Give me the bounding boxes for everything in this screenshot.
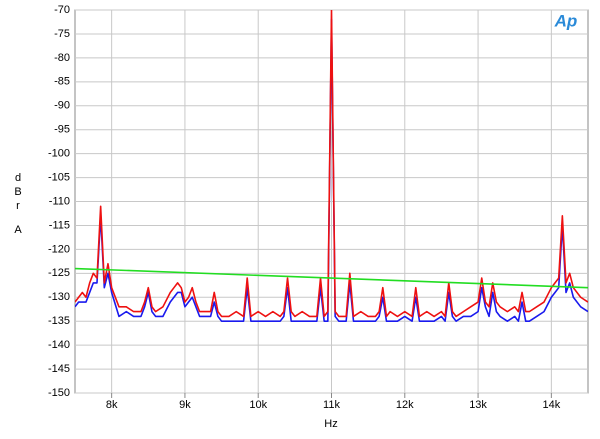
series-line: [75, 267, 588, 289]
y-tick-label: -75: [54, 28, 70, 40]
y-tick-label: -70: [54, 4, 70, 16]
y-tick-label: -130: [48, 291, 70, 303]
y-tick-label: -95: [54, 124, 70, 136]
y-tick-label: -145: [48, 363, 70, 375]
x-tick-label: 10k: [249, 399, 267, 411]
x-tick-label: 13k: [469, 399, 487, 411]
series-line: [75, 10, 588, 318]
x-tick-label: 8k: [106, 399, 118, 411]
y-tick-label: -110: [49, 195, 70, 207]
x-tick-label: 9k: [179, 399, 191, 411]
x-tick-label: 12k: [396, 399, 414, 411]
x-tick-label: 11k: [323, 399, 340, 411]
x-tick-label: 14k: [542, 399, 560, 411]
y-tick-label: -80: [54, 52, 70, 64]
y-tick-label: -85: [54, 76, 70, 88]
y-tick-label: -135: [48, 315, 70, 327]
y-tick-label: -90: [54, 100, 70, 112]
y-tick-label: -150: [48, 387, 70, 399]
series-line: [75, 18, 588, 322]
plot-lines: [75, 10, 588, 322]
y-tick-label: -125: [48, 267, 70, 279]
y-axis-label: A: [14, 224, 22, 236]
y-tick-label: -115: [49, 219, 70, 231]
y-tick-label: -105: [48, 171, 70, 183]
y-axis-label: dBr: [12, 172, 24, 214]
logo: Ap: [554, 11, 578, 30]
y-tick-label: -100: [48, 148, 70, 160]
x-axis-label: Hz: [324, 418, 337, 430]
y-tick-label: -120: [48, 243, 70, 255]
y-tick-label: -140: [48, 339, 70, 351]
